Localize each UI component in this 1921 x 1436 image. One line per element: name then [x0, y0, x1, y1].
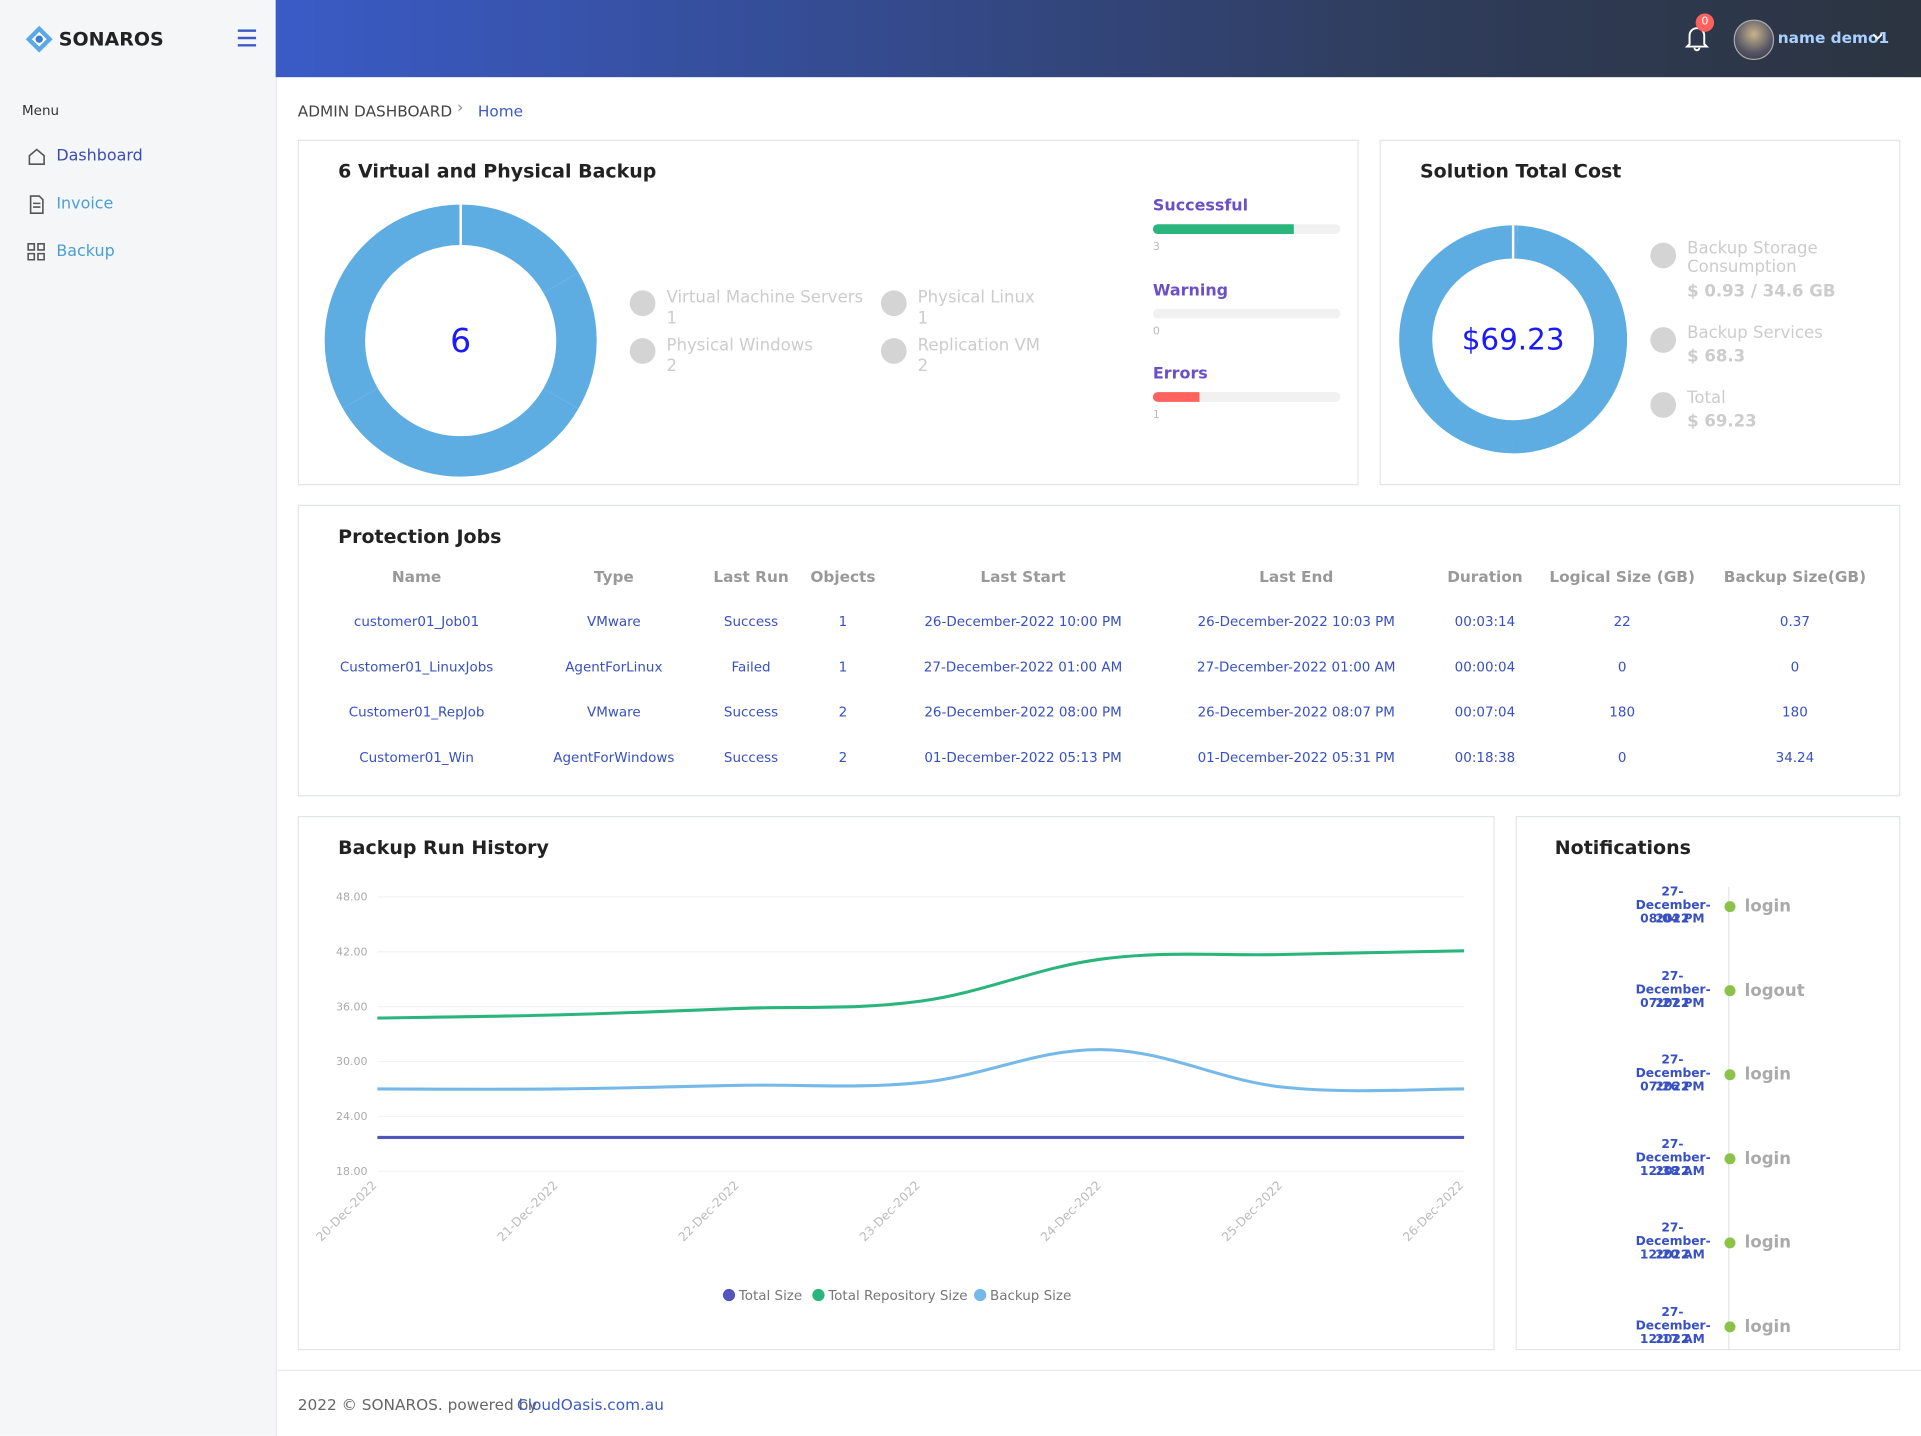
timeline-dot [1724, 1069, 1735, 1080]
x-tick-label: 21-Dec-2022 [495, 1178, 561, 1244]
legend-label: Total Repository Size [827, 1288, 967, 1304]
x-tick-label: 23-Dec-2022 [857, 1178, 923, 1244]
menu-icon [29, 149, 44, 164]
legend-label: Total Size [738, 1288, 802, 1304]
x-tick-label: 22-Dec-2022 [676, 1178, 742, 1244]
y-tick-label: 18.00 [336, 1165, 368, 1178]
line-series [377, 1050, 1464, 1091]
x-tick-label: 25-Dec-2022 [1219, 1178, 1285, 1244]
x-tick-label: 24-Dec-2022 [1038, 1178, 1104, 1244]
timeline-dot [1724, 1153, 1735, 1164]
legend-dot [974, 1289, 986, 1301]
menu-icon [31, 196, 43, 213]
x-tick-label: 20-Dec-2022 [314, 1178, 380, 1244]
y-tick-label: 42.00 [336, 945, 368, 958]
legend-label: Backup Size [990, 1288, 1071, 1304]
timeline-dot [1724, 985, 1735, 996]
x-tick-label: 26-Dec-2022 [1400, 1178, 1466, 1244]
line-series [377, 951, 1464, 1018]
donut-center: 6 [450, 321, 471, 360]
menu-icon [28, 244, 44, 260]
donut-center: $69.23 [1462, 323, 1565, 357]
y-tick-label: 30.00 [336, 1055, 368, 1068]
y-tick-label: 24.00 [336, 1110, 368, 1123]
timeline-dot [1724, 1321, 1735, 1332]
timeline-dot [1724, 1237, 1735, 1248]
y-tick-label: 36.00 [336, 1000, 368, 1013]
legend-dot [812, 1289, 824, 1301]
timeline-dot [1724, 901, 1735, 912]
legend-dot [723, 1289, 735, 1301]
y-tick-label: 48.00 [336, 891, 368, 904]
